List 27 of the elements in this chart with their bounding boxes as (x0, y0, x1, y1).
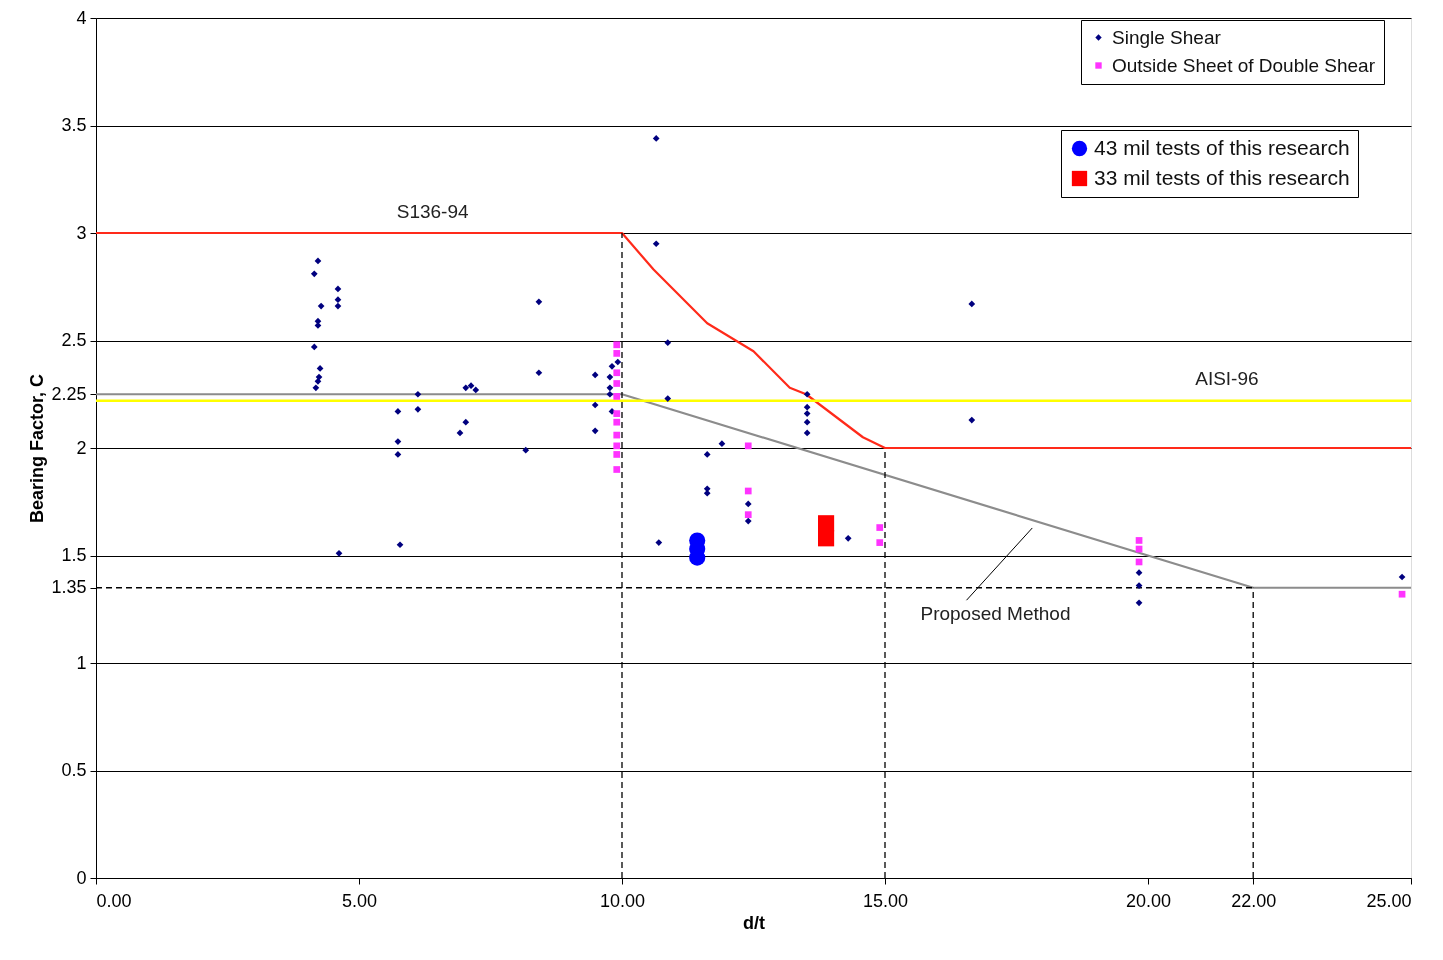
x-tick-label: 20.00 (1125, 890, 1172, 911)
legend-label: Single Shear (1112, 26, 1222, 48)
x-axis-title: d/t (743, 912, 765, 933)
x-tick-label: 10.00 (599, 890, 646, 911)
legend-label: 33 mil tests of this research (1094, 165, 1350, 189)
x-tick-label: 15.00 (862, 890, 909, 911)
legend-label: Outside Sheet of Double Shear (1112, 54, 1376, 76)
y-tick-label: 2.5 (61, 330, 87, 350)
y-tick-label: 0 (76, 867, 87, 888)
y-tick-label: 3 (76, 222, 87, 243)
ref-line-label: AISI-96 (1195, 367, 1259, 389)
y-axis-title: Bearing Factor, C (27, 373, 48, 524)
y-tick-label: 1.35 (51, 577, 87, 598)
annotation: S136-94 (396, 201, 469, 223)
x-tick-label: 22.00 (1231, 890, 1277, 911)
x-tick-label: 25.00 (1366, 890, 1412, 911)
y-tick-label: 1.5 (61, 545, 87, 565)
y-tick-label: 0.5 (61, 760, 87, 780)
y-tick-label: 2 (76, 437, 87, 458)
x-tick-label: 5.00 (341, 890, 378, 911)
x-tick-label: 0.00 (96, 890, 132, 911)
y-tick-label: 2.25 (51, 383, 87, 404)
legend-label: 43 mil tests of this research (1094, 135, 1350, 159)
annotation: Proposed Method (920, 602, 1071, 624)
y-tick-label: 4 (76, 7, 87, 28)
y-tick-label: 1 (76, 652, 87, 673)
y-tick-label: 3.5 (61, 115, 87, 135)
